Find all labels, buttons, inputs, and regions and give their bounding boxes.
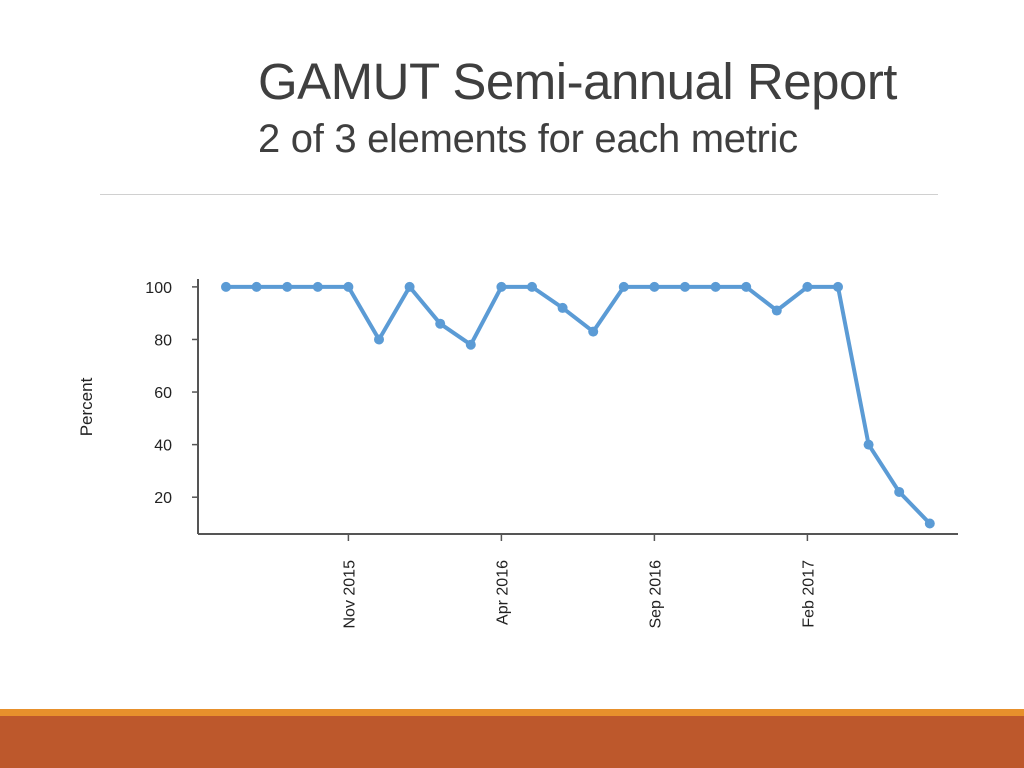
y-tick-label: 80: [154, 332, 172, 349]
data-point: [802, 281, 813, 292]
title-divider: [100, 194, 938, 195]
data-point: [863, 439, 874, 450]
x-tick-label: Apr 2016: [494, 560, 511, 625]
x-tick-label: Nov 2015: [341, 560, 358, 629]
y-axis-ticks: 20 40 60 80 100: [145, 280, 198, 507]
data-point: [312, 281, 323, 292]
data-point: [374, 334, 384, 345]
data-point: [435, 318, 446, 329]
y-axis-label: Percent: [77, 377, 96, 436]
data-point: [833, 281, 843, 292]
chart-axes: [197, 279, 958, 535]
y-tick-label: 40: [154, 438, 172, 455]
x-tick-label: Feb 2017: [800, 560, 817, 628]
data-point: [771, 305, 782, 316]
data-point: [588, 326, 599, 337]
bottom-accent-stripe: [0, 709, 1024, 716]
data-point: [404, 281, 415, 292]
x-axis-ticks: Nov 2015 Apr 2016 Sep 2016 Feb 2017: [341, 534, 817, 629]
bottom-accent-band: [0, 716, 1024, 768]
data-point: [251, 281, 262, 292]
x-tick-label: Sep 2016: [647, 560, 664, 629]
data-point: [343, 281, 354, 292]
data-point: [465, 339, 476, 350]
data-point: [649, 281, 660, 292]
y-tick-label: 60: [154, 385, 172, 402]
data-point: [894, 486, 905, 497]
series-line: [224, 284, 932, 526]
slide-subtitle: 2 of 3 elements for each metric: [258, 117, 798, 161]
y-tick-label: 20: [154, 490, 172, 507]
data-point: [618, 281, 629, 292]
data-point: [710, 281, 721, 292]
data-point: [924, 518, 935, 529]
data-point: [496, 281, 507, 292]
data-point: [680, 281, 690, 292]
data-point: [527, 281, 537, 292]
slide-title: GAMUT Semi-annual Report: [258, 53, 897, 110]
data-point: [557, 302, 568, 313]
y-tick-label: 100: [145, 280, 172, 297]
data-point: [221, 281, 231, 292]
data-point: [282, 281, 293, 292]
chart-series: [221, 281, 935, 529]
data-point: [741, 281, 752, 292]
